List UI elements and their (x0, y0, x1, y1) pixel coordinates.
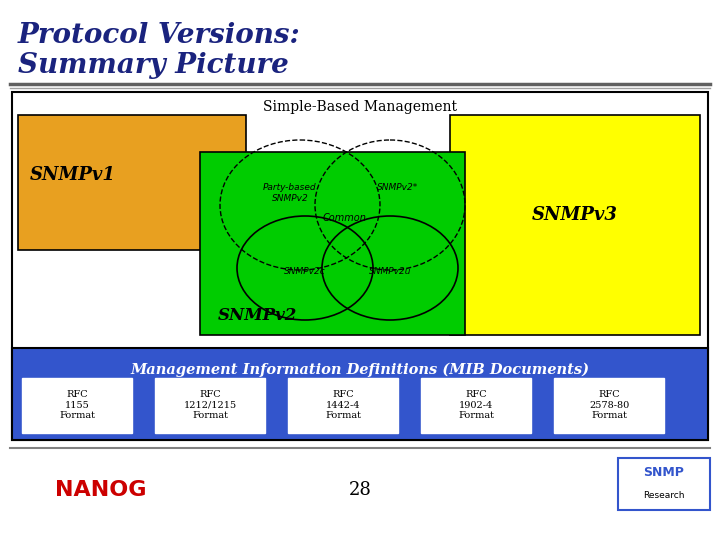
Bar (618, 458, 710, 510)
Bar (288, 378, 398, 433)
Text: Party-based
SNMPv2: Party-based SNMPv2 (264, 183, 317, 202)
Text: 28: 28 (348, 481, 372, 499)
Bar (421, 378, 531, 433)
Text: RFC
1155
Format: RFC 1155 Format (59, 390, 95, 420)
Text: SNMPv1: SNMPv1 (30, 166, 116, 184)
Text: Protocol Versions:: Protocol Versions: (18, 22, 301, 49)
Text: RFC
2578-80
Format: RFC 2578-80 Format (589, 390, 629, 420)
Bar (450, 115, 700, 335)
Text: Management Information Definitions (MIB Documents): Management Information Definitions (MIB … (130, 363, 590, 377)
Bar (22, 378, 132, 433)
Text: Summary Picture: Summary Picture (18, 52, 289, 79)
Bar (200, 152, 465, 335)
Text: SNMP: SNMP (644, 465, 685, 478)
Bar (155, 378, 265, 433)
Text: SNMPv3: SNMPv3 (532, 206, 618, 224)
Bar (554, 378, 664, 433)
Text: SNMPv2c: SNMPv2c (284, 267, 326, 276)
Bar (12, 92, 708, 440)
Text: SNMPv2: SNMPv2 (218, 307, 297, 323)
Text: Simple-Based Management: Simple-Based Management (263, 100, 457, 114)
Text: Common: Common (323, 213, 367, 223)
Text: RFC
1902-4
Format: RFC 1902-4 Format (458, 390, 494, 420)
Bar (12, 348, 708, 440)
Text: RFC
1442-4
Format: RFC 1442-4 Format (325, 390, 361, 420)
Text: SNMPv2u: SNMPv2u (369, 267, 411, 276)
Text: Research: Research (643, 491, 685, 501)
Text: SNMPv2*: SNMPv2* (377, 184, 418, 192)
Bar (18, 115, 246, 250)
Text: NANOG: NANOG (55, 480, 146, 500)
Text: RFC
1212/1215
Format: RFC 1212/1215 Format (184, 390, 237, 420)
